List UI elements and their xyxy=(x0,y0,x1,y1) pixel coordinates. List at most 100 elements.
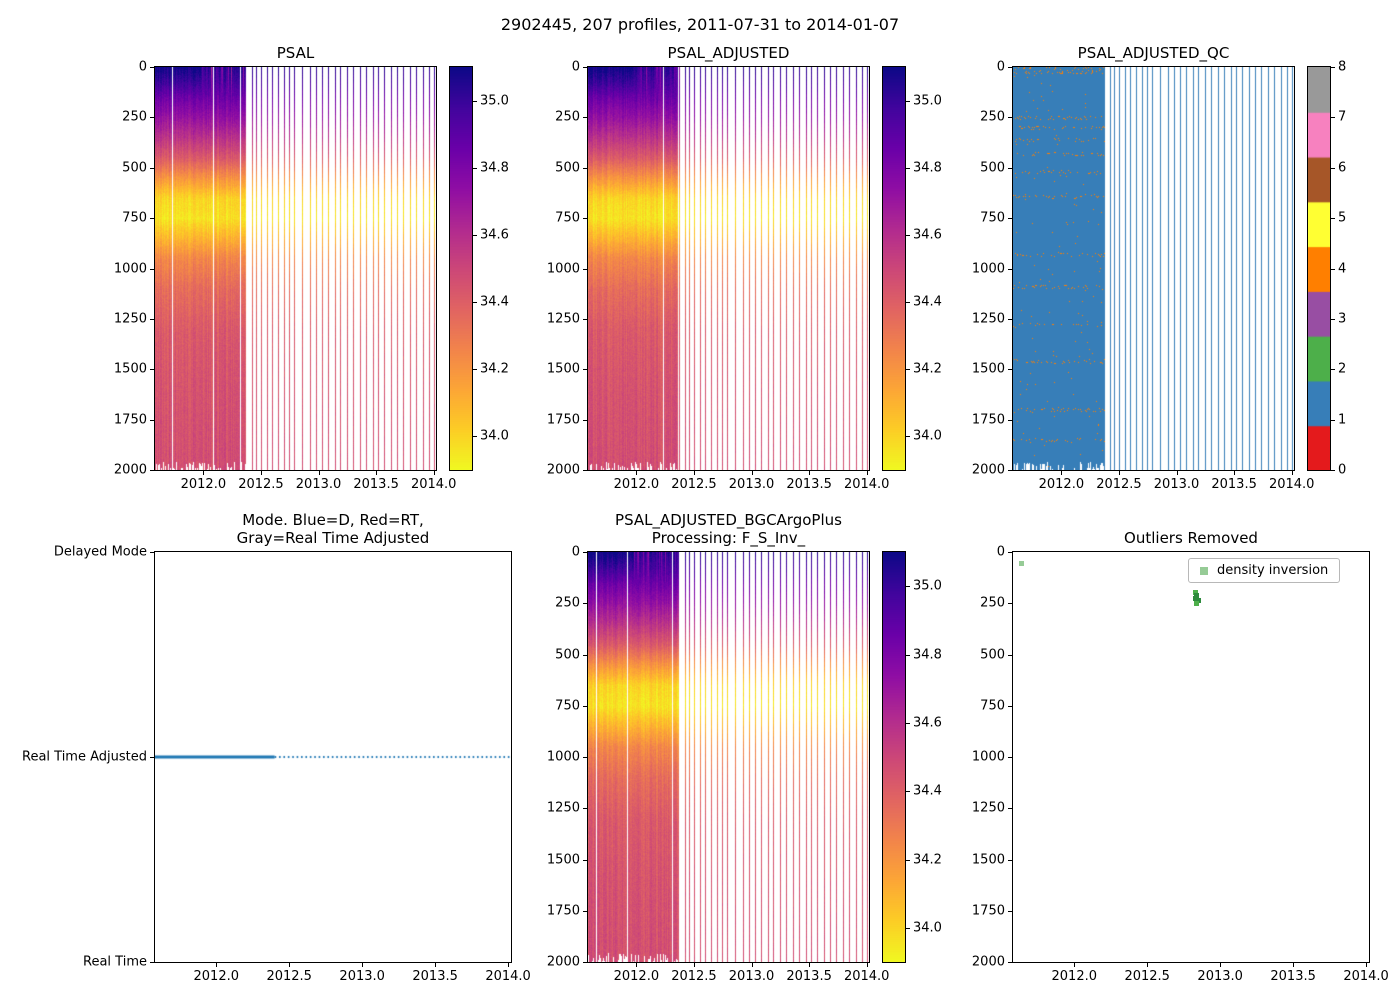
colorbar-tick-mark xyxy=(473,234,477,236)
y-tick-label: 0 xyxy=(996,544,1005,560)
colorbar-tick-label: 34.6 xyxy=(913,227,942,243)
x-tick-label: 2013.5 xyxy=(1211,477,1257,492)
y-tick-label: 1500 xyxy=(546,361,580,377)
y-tick-label: 1000 xyxy=(971,261,1005,276)
y-tick-label: 500 xyxy=(555,160,580,176)
y-tick-label: 2000 xyxy=(113,462,147,478)
outlier-point xyxy=(1192,595,1198,601)
y-tick-mark xyxy=(583,808,587,810)
x-tick-mark xyxy=(318,471,320,475)
bgc-title: PSAL_ADJUSTED_BGCArgoPlus Processing: F_… xyxy=(615,511,842,548)
y-tick-label: 1500 xyxy=(971,361,1005,377)
y-tick-mark xyxy=(150,419,154,421)
y-tick-mark xyxy=(583,167,587,169)
colorbar-tick-label: 5 xyxy=(1338,210,1347,226)
y-tick-label: 750 xyxy=(555,698,580,714)
colorbar-tick-mark xyxy=(1331,318,1335,320)
colorbar-tick-mark xyxy=(906,791,910,793)
x-tick-label: 2013.0 xyxy=(295,477,342,492)
colorbar-tick-label: 35.0 xyxy=(913,93,942,109)
x-tick-mark xyxy=(636,963,638,967)
x-tick-label: 2012.0 xyxy=(180,477,227,492)
x-tick-mark xyxy=(636,471,638,475)
y-tick-mark xyxy=(150,67,154,68)
x-tick-mark xyxy=(866,471,868,475)
y-tick-label: 0 xyxy=(996,59,1005,75)
qc-title: PSAL_ADJUSTED_QC xyxy=(1077,44,1230,62)
colorbar-tick-label: 34.0 xyxy=(480,428,509,444)
colorbar-tick-label: 3 xyxy=(1338,311,1347,327)
x-tick-mark xyxy=(693,963,695,967)
outlier-point xyxy=(1194,592,1200,598)
y-tick-mark xyxy=(583,757,587,758)
colorbar-tick-mark xyxy=(1331,369,1335,371)
x-tick-mark xyxy=(693,471,695,475)
colorbar-tick-label: 0 xyxy=(1338,462,1347,478)
y-tick-mark xyxy=(1008,218,1012,220)
x-tick-label: 2012.0 xyxy=(613,477,660,492)
colorbar-tick-mark xyxy=(1331,419,1335,421)
x-tick-label: 2012.5 xyxy=(671,477,717,492)
y-tick-label: 750 xyxy=(980,210,1005,226)
x-tick-mark xyxy=(216,963,218,967)
y-tick-mark xyxy=(1008,369,1012,371)
x-tick-label: 2013.0 xyxy=(339,969,385,984)
y-tick-label: 1750 xyxy=(546,412,580,428)
colorbar-tick-label: 1 xyxy=(1338,412,1347,428)
x-tick-label: 2013.5 xyxy=(353,477,399,492)
y-tick-mark xyxy=(583,962,587,963)
y-tick-mark xyxy=(583,67,587,68)
y-tick-label: 0 xyxy=(138,59,147,75)
x-tick-label: 2012.5 xyxy=(1096,477,1142,492)
x-tick-label: 2014.0 xyxy=(843,969,890,984)
x-tick-label: 2013.0 xyxy=(728,477,775,492)
colorbar-tick-mark xyxy=(473,369,477,371)
y-tick-label: 250 xyxy=(555,109,580,125)
x-tick-mark xyxy=(1176,471,1178,475)
psal-heatmap-canvas xyxy=(154,66,437,471)
y-tick-mark xyxy=(1008,117,1012,119)
y-tick-mark xyxy=(583,470,587,471)
x-tick-label: 2014.0 xyxy=(843,477,890,492)
colorbar-tick-mark xyxy=(1331,67,1335,68)
y-tick-label: 250 xyxy=(122,109,147,125)
y-tick-mark xyxy=(583,419,587,421)
colorbar-tick-mark xyxy=(473,100,477,102)
legend-density-inversion: density inversion xyxy=(1188,558,1341,583)
qc-heatmap-canvas xyxy=(1012,66,1295,471)
y-tick-mark xyxy=(150,369,154,371)
x-tick-mark xyxy=(376,471,378,475)
figure-suptitle: 2902445, 207 profiles, 2011-07-31 to 201… xyxy=(500,15,900,34)
colorbar-tick-mark xyxy=(473,167,477,169)
psal-title: PSAL xyxy=(276,44,315,62)
x-tick-mark xyxy=(1118,471,1120,475)
colorbar-tick-mark xyxy=(1331,167,1335,169)
outlier-point xyxy=(1194,600,1200,606)
y-tick-label: 2000 xyxy=(546,462,580,478)
legend-marker-square xyxy=(1200,566,1208,575)
y-tick-label: 1000 xyxy=(546,261,580,276)
x-tick-mark xyxy=(1147,963,1149,967)
colorbar-tick-mark xyxy=(906,369,910,371)
x-tick-mark xyxy=(1366,963,1368,967)
colorbar-tick-label: 8 xyxy=(1338,59,1347,75)
x-tick-mark xyxy=(289,963,291,967)
y-tick-label: 1750 xyxy=(971,903,1005,919)
outliers-plot-canvas xyxy=(1012,551,1370,963)
y-tick-mark xyxy=(1008,552,1012,553)
y-tick-mark xyxy=(583,552,587,553)
x-tick-mark xyxy=(866,963,868,967)
x-tick-label: 2014.0 xyxy=(485,969,531,984)
y-tick-label: 750 xyxy=(980,698,1005,714)
y-tick-mark xyxy=(1008,67,1012,68)
x-tick-mark xyxy=(1074,963,1076,967)
x-tick-label: 2013.0 xyxy=(728,969,775,984)
y-tick-label: 1750 xyxy=(546,903,580,919)
y-tick-label: 0 xyxy=(571,544,580,560)
colorbar-tick-mark xyxy=(1331,218,1335,220)
colorbar-tick-label: 34.4 xyxy=(913,783,942,799)
colorbar-tick-mark xyxy=(906,234,910,236)
colorbar-tick-mark xyxy=(906,927,910,929)
y-tick-label: 1750 xyxy=(971,412,1005,428)
